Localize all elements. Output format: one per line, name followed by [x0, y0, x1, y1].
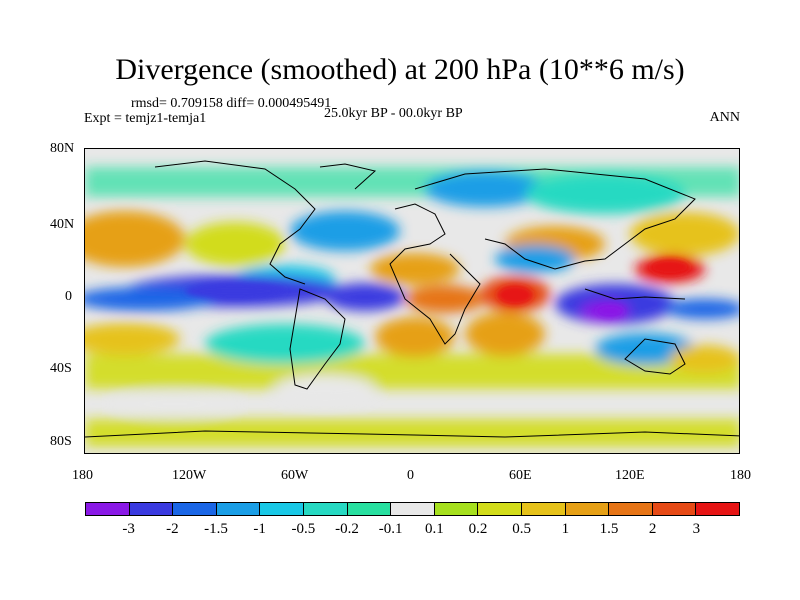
colorbar-segment [86, 503, 130, 515]
colorbar-segment [521, 503, 566, 515]
colorbar [85, 502, 740, 516]
divergence-map [84, 148, 740, 454]
colorbar-label: -1.5 [204, 521, 228, 537]
colorbar-segment [129, 503, 174, 515]
colorbar-label: 0.1 [424, 521, 444, 537]
colorbar-segment [478, 503, 522, 515]
colorbar-segment [609, 503, 653, 515]
colorbar-label: 3 [692, 521, 701, 537]
colorbar-label: 2 [648, 521, 657, 537]
colorbar-segment [434, 503, 479, 515]
field-peaks [185, 259, 690, 317]
colorbar-label: 1.5 [599, 521, 619, 537]
lon-label-120e: 120E [615, 468, 645, 483]
lon-label-180e: 180 [730, 468, 751, 483]
lat-label-80s: 80S [50, 434, 72, 449]
lon-label-60w: 60W [281, 468, 309, 483]
lat-label-0: 0 [65, 289, 72, 304]
lon-label-0: 0 [407, 468, 414, 483]
colorbar-segment [565, 503, 610, 515]
colorbar-label: 1 [561, 521, 570, 537]
rmsd-diff-stats: rmsd= 0.709158 diff= 0.000495491 [131, 96, 332, 111]
field-blobs [85, 167, 739, 447]
lat-label-40n: 40N [50, 217, 75, 232]
colorbar-label: -2 [166, 521, 179, 537]
colorbar-segment [347, 503, 392, 515]
colorbar-segment [260, 503, 304, 515]
experiment-label: Expt = temjz1-temja1 [84, 111, 207, 126]
season-label: ANN [709, 110, 740, 125]
colorbar-segment [216, 503, 261, 515]
lat-label-40s: 40S [50, 361, 72, 376]
map-field [85, 160, 739, 447]
colorbar-label: -0.5 [291, 521, 316, 537]
lon-label-180w: 180 [72, 468, 93, 483]
lon-label-120w: 120W [172, 468, 207, 483]
colorbar-label: 0.5 [512, 521, 532, 537]
colorbar-segment [391, 503, 435, 515]
colorbar-label: -0.2 [335, 521, 359, 537]
coastlines [85, 160, 739, 438]
colorbar-segment [696, 503, 739, 515]
lat-label-80n: 80N [50, 141, 75, 156]
colorbar-segment [652, 503, 697, 515]
colorbar-segment [173, 503, 217, 515]
colorbar-label: 0.2 [468, 521, 488, 537]
colorbar-segment [303, 503, 348, 515]
lon-label-60e: 60E [509, 468, 532, 483]
period-label: 25.0kyr BP - 00.0kyr BP [324, 106, 463, 121]
colorbar-label: -0.1 [378, 521, 403, 537]
colorbar-label: -1 [253, 521, 266, 537]
page-title: Divergence (smoothed) at 200 hPa (10**6 … [115, 53, 685, 86]
colorbar-label: -3 [122, 521, 135, 537]
